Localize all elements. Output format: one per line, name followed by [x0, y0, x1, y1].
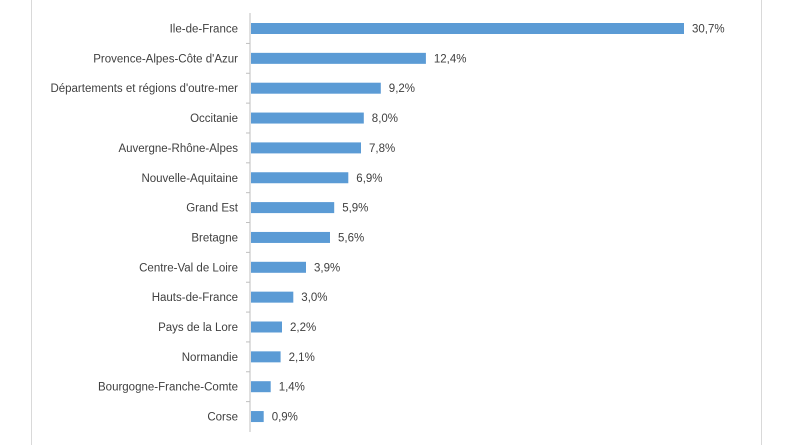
bar [251, 202, 335, 214]
frame-right-border [761, 0, 762, 445]
category-label: Ile-de-France [170, 24, 238, 36]
category-label: Normandie [182, 352, 238, 364]
data-label: 12,4% [434, 53, 467, 65]
category-label: Provence-Alpes-Côte d'Azur [93, 53, 238, 65]
category-label: Corse [207, 412, 238, 424]
data-label: 5,9% [342, 203, 368, 215]
category-label: Départements et régions d'outre-mer [50, 83, 238, 95]
bar [251, 261, 306, 273]
category-label: Centre-Val de Loire [139, 262, 238, 274]
data-label: 9,2% [389, 83, 415, 95]
category-label: Bretagne [191, 232, 238, 244]
bar [251, 411, 264, 423]
bar [251, 82, 381, 94]
bar [251, 321, 282, 333]
frame-left-border [31, 0, 32, 445]
bar [251, 23, 684, 34]
data-label: 3,0% [301, 292, 327, 304]
category-label: Hauts-de-France [152, 292, 238, 304]
category-label: Grand Est [186, 203, 239, 215]
data-label: 6,9% [356, 173, 382, 185]
category-label: Occitanie [190, 113, 238, 125]
bar [251, 172, 349, 184]
data-label: 5,6% [338, 232, 364, 244]
data-label: 30,7% [692, 24, 725, 36]
category-label: Pays de la Lore [158, 322, 238, 334]
category-label: Nouvelle-Aquitaine [141, 173, 238, 185]
category-label: Bourgogne-Franche-Comte [98, 382, 238, 394]
bar [251, 231, 330, 243]
data-label: 2,2% [290, 322, 316, 334]
bar [251, 52, 426, 64]
data-label: 3,9% [314, 262, 340, 274]
data-label: 1,4% [279, 382, 305, 394]
bars-layer: Ile-de-France 30,7% Provence-Alpes-Côte d'… [50, 23, 725, 424]
data-label: 0,9% [272, 412, 298, 424]
bar [251, 142, 361, 154]
bar [251, 381, 271, 393]
data-label: 8,0% [372, 113, 398, 125]
category-label: Auvergne-Rhône-Alpes [118, 143, 238, 155]
bar [251, 351, 281, 363]
bar [251, 112, 364, 124]
bar [251, 291, 294, 303]
data-label: 7,8% [369, 143, 395, 155]
data-label: 2,1% [289, 352, 315, 364]
